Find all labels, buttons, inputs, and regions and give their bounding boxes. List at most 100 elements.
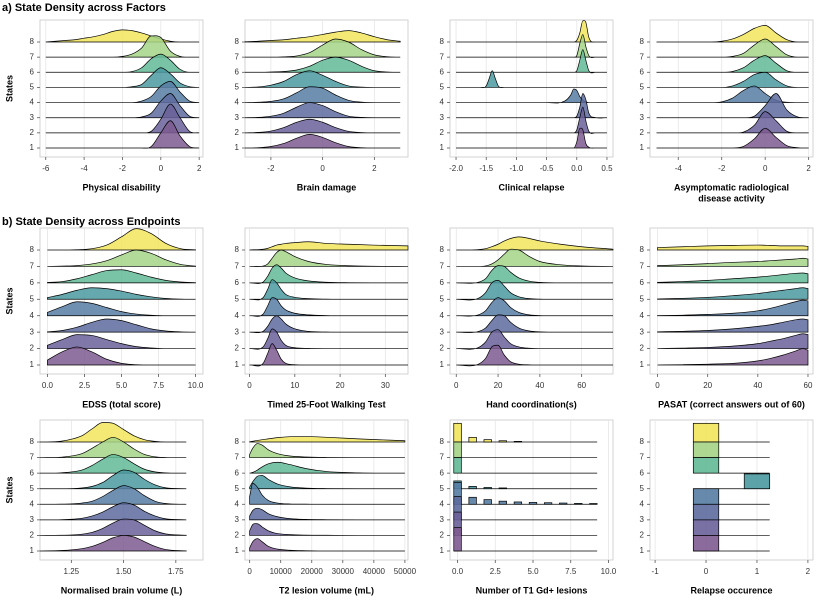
bar — [483, 499, 492, 505]
x-tick-label: 0 — [247, 567, 252, 576]
y-tick-label: 5 — [440, 484, 445, 493]
x-tick-label: 50000 — [394, 567, 417, 576]
y-tick-label: 6 — [440, 278, 445, 287]
x-tick-label: 20 — [336, 381, 345, 390]
y-tick-label: 2 — [30, 531, 35, 540]
x-tick-label: 0 — [320, 164, 325, 173]
y-tick-label: 6 — [440, 468, 445, 477]
density-ridge — [39, 485, 187, 505]
bar — [543, 502, 553, 505]
x-tick-label: 0 — [763, 164, 768, 173]
y-tick-label: 1 — [440, 360, 445, 369]
y-tick-label: 7 — [440, 453, 445, 462]
y-tick-label: 1 — [440, 546, 445, 555]
x-axis-label: T2 lesion volume (mL) — [279, 585, 374, 595]
density-ridge — [244, 30, 401, 43]
density-ridge — [456, 20, 607, 43]
y-tick-label: 4 — [440, 98, 445, 107]
x-tick-label: 2.5 — [490, 567, 502, 576]
density-ridge — [456, 280, 613, 301]
y-tick-label: 7 — [30, 262, 35, 271]
x-tick-label: -4 — [675, 164, 683, 173]
bar — [483, 487, 492, 490]
x-tick-label: 0.0 — [452, 567, 464, 576]
density-ridge — [39, 436, 187, 458]
y-tick-label: 7 — [640, 52, 645, 61]
y-tick-label: 1 — [30, 143, 35, 152]
y-tick-label: 6 — [235, 468, 240, 477]
density-ridge — [456, 314, 613, 333]
density-ridge — [456, 297, 613, 317]
section-title: b) State Density across Endpoints — [2, 216, 180, 228]
bar — [589, 503, 598, 505]
bar — [483, 439, 492, 443]
density-ridge — [456, 106, 607, 134]
x-axis-label: Brain damage — [297, 182, 357, 192]
bar — [692, 535, 720, 552]
y-tick-label: 4 — [440, 311, 445, 320]
y-tick-label: 2 — [640, 531, 645, 540]
density-ridge — [249, 436, 406, 443]
panel-background — [244, 419, 409, 561]
density-ridge — [656, 71, 809, 88]
x-tick-label: -6 — [42, 164, 50, 173]
x-tick-label: 5.0 — [116, 381, 128, 390]
panel-background — [244, 19, 409, 158]
y-tick-label: 1 — [235, 546, 240, 555]
y-tick-label: 6 — [30, 67, 35, 76]
bar — [498, 487, 507, 490]
y-tick-label: 8 — [640, 37, 645, 46]
density-ridge — [39, 469, 187, 490]
y-tick-label: 2 — [640, 128, 645, 137]
x-tick-label: 20000 — [301, 567, 324, 576]
x-tick-label: 0 — [704, 567, 709, 576]
density-ridge — [249, 343, 408, 367]
density-ridge — [39, 502, 187, 521]
y-tick-label: 5 — [640, 294, 645, 303]
x-tick-label: -1 — [652, 567, 660, 576]
x-tick-label: 7.5 — [565, 567, 577, 576]
density-ridge — [456, 34, 607, 58]
y-tick-label: 1 — [30, 360, 35, 369]
x-tick-label: 0 — [247, 381, 252, 390]
y-tick-label: 4 — [235, 499, 240, 508]
y-tick-label: 2 — [640, 344, 645, 353]
x-axis-label: Physical disability — [82, 182, 160, 192]
x-tick-label: 30 — [381, 381, 390, 390]
y-tick-label: 6 — [235, 67, 240, 76]
bar — [453, 527, 462, 552]
density-ridge — [245, 56, 401, 73]
density-ridge — [249, 264, 408, 284]
bar — [453, 457, 462, 474]
y-tick-label: 2 — [440, 128, 445, 137]
y-tick-label: 3 — [640, 327, 645, 336]
density-ridge — [45, 120, 200, 149]
bar — [574, 503, 583, 505]
y-tick-label: 6 — [640, 67, 645, 76]
y-tick-label: 7 — [640, 453, 645, 462]
y-tick-label: 8 — [30, 245, 35, 254]
y-tick-label: 8 — [235, 437, 240, 446]
density-ridge — [249, 241, 409, 251]
x-axis-label: disease activity — [698, 193, 765, 203]
density-ridge — [39, 535, 187, 552]
density-ridge — [249, 328, 408, 350]
x-tick-label: 60 — [577, 381, 586, 390]
y-tick-label: 4 — [235, 311, 240, 320]
x-axis-label: Hand coordination(s) — [486, 399, 577, 409]
density-ridge — [456, 265, 613, 284]
x-tick-label: 2 — [197, 164, 202, 173]
panel-background — [449, 419, 614, 561]
x-tick-label: 30000 — [332, 567, 355, 576]
density-ridge — [249, 249, 409, 268]
x-tick-label: 40000 — [363, 567, 386, 576]
y-tick-label: 2 — [235, 128, 240, 137]
bar — [498, 500, 507, 505]
bar — [498, 440, 507, 443]
y-tick-label: 3 — [30, 515, 35, 524]
density-ridge — [249, 523, 405, 536]
y-tick-label: 5 — [235, 294, 240, 303]
y-tick-label: 3 — [235, 113, 240, 122]
bar — [528, 502, 538, 505]
